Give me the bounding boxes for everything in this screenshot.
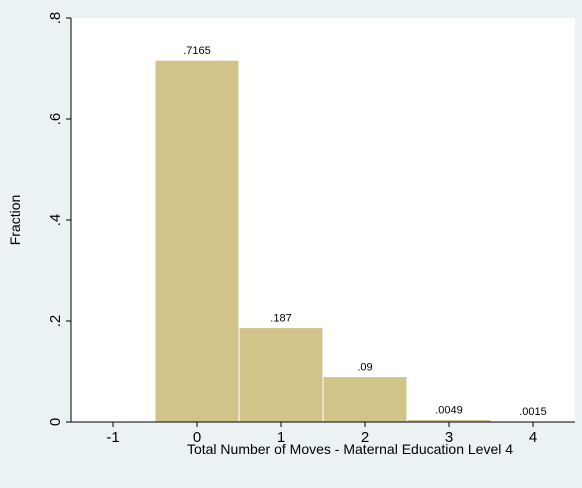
y-tick-label: .2: [47, 315, 64, 328]
bar-labels-group: .7165 .187 .09 .0049 .0015: [183, 45, 547, 418]
x-tick-label: -1: [106, 429, 119, 446]
bar-value-label: .0015: [519, 406, 547, 418]
y-tick-label: .8: [47, 12, 64, 25]
bar-2: [322, 376, 408, 423]
x-tick-label: 2: [361, 429, 369, 446]
y-tick-label: 0: [47, 418, 64, 426]
x-tick-label: 0: [193, 429, 201, 446]
bar-value-label: .7165: [183, 45, 211, 57]
x-tick-label: 1: [277, 429, 285, 446]
bar-value-label: .187: [270, 313, 291, 325]
x-ticks-group: -1 0 1 2 3 4: [106, 422, 537, 446]
bar-0: [154, 59, 240, 423]
y-axis-title: Fraction: [7, 195, 23, 246]
bars-group: [154, 59, 576, 423]
y-tick-label: .6: [47, 113, 64, 126]
bar-1: [238, 327, 324, 423]
x-axis-title: Total Number of Moves - Maternal Educati…: [187, 441, 513, 457]
x-tick-label: 3: [445, 429, 453, 446]
x-tick-label: 4: [529, 429, 537, 446]
bar-value-label: .0049: [435, 405, 463, 417]
y-tick-label: .4: [47, 214, 64, 227]
bar-value-label: .09: [357, 362, 372, 374]
y-ticks-group: 0 .2 .4 .6 .8: [47, 12, 71, 426]
